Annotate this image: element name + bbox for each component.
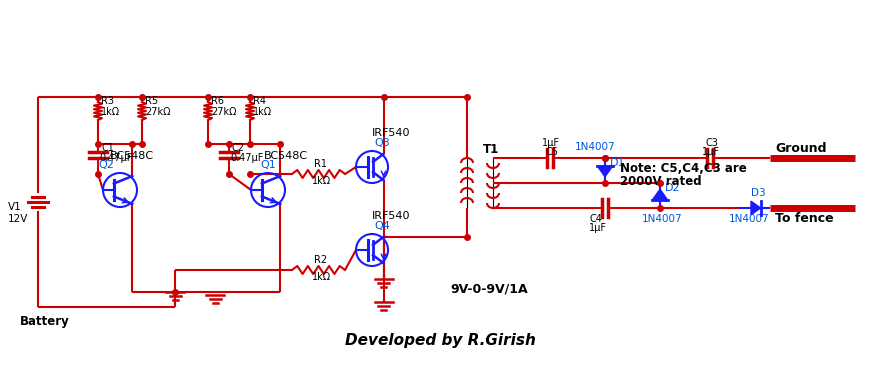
Polygon shape bbox=[652, 189, 667, 200]
Text: Ground: Ground bbox=[775, 142, 826, 155]
Text: Q2: Q2 bbox=[98, 160, 114, 170]
Text: D3: D3 bbox=[751, 188, 766, 198]
Text: 1kΩ: 1kΩ bbox=[253, 107, 272, 117]
Polygon shape bbox=[597, 166, 613, 177]
Text: 1µF: 1µF bbox=[542, 138, 560, 148]
Text: BC548C: BC548C bbox=[110, 151, 154, 161]
Text: C3: C3 bbox=[706, 138, 719, 148]
Text: Q3: Q3 bbox=[374, 138, 389, 148]
Text: IRF540: IRF540 bbox=[372, 128, 410, 138]
Text: R4: R4 bbox=[253, 96, 266, 106]
Text: Note: C5,C4,C3 are: Note: C5,C4,C3 are bbox=[620, 162, 746, 175]
Text: D1: D1 bbox=[610, 158, 625, 168]
Text: R1: R1 bbox=[314, 159, 327, 169]
Text: C1: C1 bbox=[101, 143, 114, 153]
Text: Developed by R.Girish: Developed by R.Girish bbox=[345, 333, 536, 348]
Text: C5: C5 bbox=[546, 147, 559, 157]
Text: 9V-0-9V/1A: 9V-0-9V/1A bbox=[450, 282, 528, 295]
Text: 27kΩ: 27kΩ bbox=[211, 107, 237, 117]
Text: 1N4007: 1N4007 bbox=[642, 214, 682, 224]
Text: IRF540: IRF540 bbox=[372, 211, 410, 221]
Text: Battery: Battery bbox=[20, 315, 70, 328]
Text: V1: V1 bbox=[8, 202, 22, 212]
Text: R2: R2 bbox=[314, 255, 327, 265]
Text: R3: R3 bbox=[101, 96, 114, 106]
Text: T1: T1 bbox=[483, 143, 499, 156]
Text: 1kΩ: 1kΩ bbox=[312, 176, 332, 186]
Polygon shape bbox=[751, 201, 760, 215]
Text: 1N4007: 1N4007 bbox=[575, 142, 616, 152]
Text: 1kΩ: 1kΩ bbox=[101, 107, 120, 117]
Text: 1kΩ: 1kΩ bbox=[312, 272, 332, 282]
Text: 1µF: 1µF bbox=[702, 147, 720, 157]
Text: D2: D2 bbox=[665, 183, 681, 193]
Text: R6: R6 bbox=[211, 96, 224, 106]
Text: C2: C2 bbox=[232, 143, 245, 153]
Text: To fence: To fence bbox=[775, 212, 834, 225]
Text: 1µF: 1µF bbox=[589, 223, 607, 233]
Text: BC548C: BC548C bbox=[264, 151, 308, 161]
Text: 27kΩ: 27kΩ bbox=[145, 107, 170, 117]
Text: R5: R5 bbox=[145, 96, 158, 106]
Text: 0.47µF: 0.47µF bbox=[230, 153, 263, 163]
Text: C4: C4 bbox=[589, 214, 602, 224]
Text: 2000V rated: 2000V rated bbox=[620, 175, 702, 188]
Text: 1N4007: 1N4007 bbox=[729, 214, 770, 224]
Text: 12V: 12V bbox=[8, 214, 28, 224]
Text: Q1: Q1 bbox=[260, 160, 275, 170]
Text: Q4: Q4 bbox=[374, 221, 390, 231]
Text: 0.47µF: 0.47µF bbox=[99, 153, 132, 163]
